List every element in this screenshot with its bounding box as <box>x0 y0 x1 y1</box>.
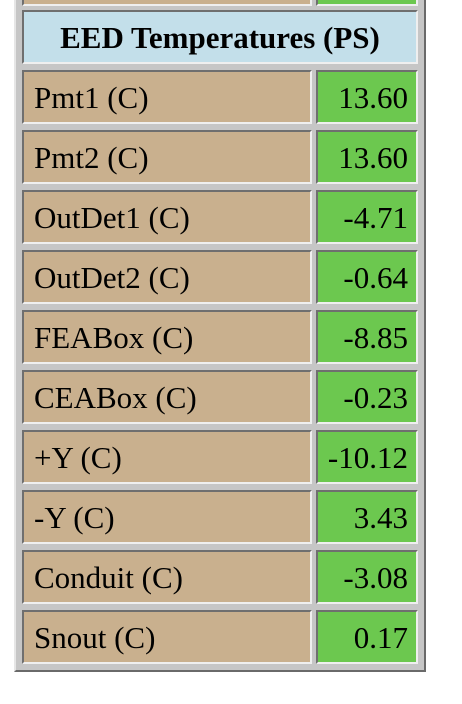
previous-row-value-stub <box>316 0 418 6</box>
row-label-feabox: FEABox (C) <box>22 310 312 364</box>
row-label-ceabox: CEABox (C) <box>22 370 312 424</box>
row-label-pmt2: Pmt2 (C) <box>22 130 312 184</box>
row-value-snout: 0.17 <box>316 610 418 664</box>
row-label-plus-y: +Y (C) <box>22 430 312 484</box>
row-value-ceabox: -0.23 <box>316 370 418 424</box>
row-value-plus-y: -10.12 <box>316 430 418 484</box>
row-value-minus-y: 3.43 <box>316 490 418 544</box>
row-value-feabox: -8.85 <box>316 310 418 364</box>
row-label-outdet2: OutDet2 (C) <box>22 250 312 304</box>
row-value-outdet1: -4.71 <box>316 190 418 244</box>
row-value-conduit: -3.08 <box>316 550 418 604</box>
row-value-pmt1: 13.60 <box>316 70 418 124</box>
row-label-pmt1: Pmt1 (C) <box>22 70 312 124</box>
row-value-outdet2: -0.64 <box>316 250 418 304</box>
eed-temperatures-table: EED Temperatures (PS) Pmt1 (C) 13.60 Pmt… <box>14 0 426 672</box>
row-label-snout: Snout (C) <box>22 610 312 664</box>
table-title: EED Temperatures (PS) <box>22 10 418 64</box>
row-label-outdet1: OutDet1 (C) <box>22 190 312 244</box>
row-label-conduit: Conduit (C) <box>22 550 312 604</box>
previous-row-label-stub <box>22 0 312 6</box>
row-value-pmt2: 13.60 <box>316 130 418 184</box>
row-label-minus-y: -Y (C) <box>22 490 312 544</box>
